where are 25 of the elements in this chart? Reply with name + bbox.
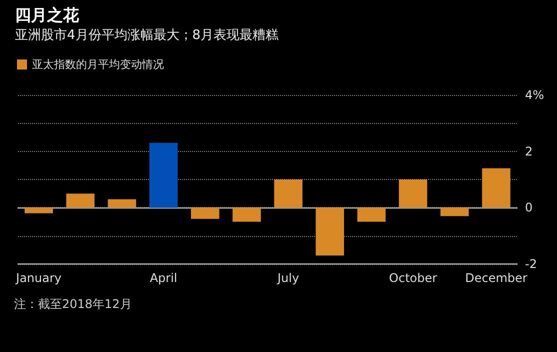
bar — [398, 180, 428, 208]
x-tick-label: December — [465, 271, 528, 285]
bar — [357, 208, 386, 222]
x-tick-label: October — [389, 271, 438, 285]
bar — [108, 199, 136, 208]
y-tick-label: 4% — [525, 88, 544, 102]
text: 注：截至2018年12月 — [14, 297, 132, 311]
y-tick-label: 2 — [525, 144, 533, 158]
x-tick-label: January — [15, 271, 62, 285]
bar — [190, 208, 220, 219]
bar — [274, 180, 302, 208]
x-tick-label: July — [276, 271, 300, 285]
bar — [149, 142, 178, 208]
bar — [482, 168, 510, 208]
chart-title: 四月之花 — [15, 6, 80, 24]
y-tick-label: -2 — [525, 257, 537, 271]
bar — [440, 208, 469, 216]
bar — [66, 194, 95, 208]
bar — [24, 208, 53, 214]
y-tick-label: 0 — [525, 200, 533, 215]
bar — [232, 208, 261, 222]
legend-label: 亚太指数的月平均变动情况 — [32, 58, 164, 71]
bar — [316, 208, 344, 256]
chart-subtitle: 亚洲股市4月份平均涨幅最大；8月表现最糟糕 — [15, 28, 279, 43]
x-tick-label: April — [150, 271, 178, 285]
